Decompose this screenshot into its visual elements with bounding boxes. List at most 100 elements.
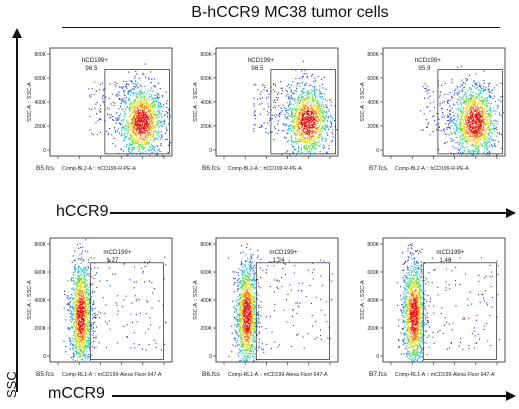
event-dot bbox=[83, 285, 85, 287]
event-dot bbox=[94, 107, 96, 109]
event-dot bbox=[319, 118, 321, 120]
event-dot bbox=[477, 93, 479, 95]
event-dot bbox=[290, 125, 292, 127]
event-dot bbox=[154, 146, 156, 148]
event-dot bbox=[72, 301, 74, 303]
event-dot bbox=[90, 323, 92, 325]
event-dot bbox=[310, 121, 312, 123]
event-dot bbox=[473, 132, 475, 134]
event-dot bbox=[76, 310, 78, 312]
event-dot bbox=[144, 281, 146, 283]
event-dot bbox=[296, 130, 298, 132]
gate bbox=[437, 69, 503, 155]
event-dot bbox=[464, 117, 466, 119]
event-dot bbox=[155, 94, 157, 96]
event-dot bbox=[316, 128, 318, 130]
event-dot bbox=[78, 278, 80, 280]
event-dot bbox=[427, 122, 429, 124]
event-dot bbox=[121, 87, 123, 89]
event-dot bbox=[75, 292, 77, 294]
event-dot bbox=[92, 330, 94, 332]
event-dot bbox=[441, 102, 443, 104]
event-dot bbox=[317, 121, 319, 123]
event-dot bbox=[76, 341, 78, 343]
event-dot bbox=[470, 113, 472, 115]
event-dot bbox=[152, 140, 154, 142]
event-dot bbox=[469, 98, 471, 100]
event-dot bbox=[151, 117, 153, 119]
event-dot bbox=[477, 140, 479, 142]
event-dot bbox=[469, 112, 471, 114]
event-dot bbox=[462, 88, 464, 90]
event-dot bbox=[465, 93, 467, 95]
event-dot bbox=[301, 118, 303, 120]
event-dot bbox=[314, 119, 316, 121]
event-dot bbox=[462, 113, 464, 115]
event-dot bbox=[109, 117, 111, 119]
event-dot bbox=[145, 100, 147, 102]
event-dot bbox=[304, 149, 306, 151]
event-dot bbox=[315, 103, 317, 105]
event-dot bbox=[141, 102, 143, 104]
event-dot bbox=[148, 114, 150, 116]
event-dot bbox=[313, 140, 315, 142]
event-dot bbox=[456, 127, 458, 129]
event-dot bbox=[292, 121, 294, 123]
event-dot bbox=[462, 82, 464, 84]
event-dot bbox=[306, 120, 308, 122]
event-dot bbox=[303, 105, 305, 107]
event-dot bbox=[141, 128, 143, 130]
event-dot bbox=[78, 344, 80, 346]
event-dot bbox=[294, 109, 296, 111]
event-dot bbox=[460, 128, 462, 130]
event-dot bbox=[140, 121, 142, 123]
event-dot bbox=[305, 108, 307, 110]
event-dot bbox=[482, 134, 484, 136]
event-dot bbox=[143, 109, 145, 111]
event-dot bbox=[163, 122, 165, 124]
event-dot bbox=[310, 142, 312, 144]
event-dot bbox=[151, 134, 153, 136]
event-dot bbox=[321, 139, 323, 141]
event-dot bbox=[469, 141, 471, 143]
event-dot bbox=[484, 131, 486, 133]
event-dot bbox=[316, 123, 318, 125]
event-dot bbox=[447, 101, 449, 103]
event-dot bbox=[135, 106, 137, 108]
event-dot bbox=[465, 139, 467, 141]
event-dot bbox=[465, 119, 467, 121]
event-dot bbox=[135, 93, 137, 95]
event-dot bbox=[458, 109, 460, 111]
event-dot bbox=[455, 133, 457, 135]
event-dot bbox=[145, 124, 147, 126]
event-dot bbox=[485, 105, 487, 107]
event-dot bbox=[305, 144, 307, 146]
event-dot bbox=[469, 99, 471, 101]
event-dot bbox=[321, 131, 323, 133]
event-dot bbox=[290, 121, 292, 123]
event-dot bbox=[280, 87, 282, 89]
event-dot bbox=[303, 106, 305, 108]
event-dot bbox=[488, 109, 490, 111]
event-dot bbox=[136, 73, 138, 75]
event-dot bbox=[85, 298, 87, 300]
event-dot bbox=[489, 118, 491, 120]
event-dot bbox=[484, 137, 486, 139]
event-dot bbox=[121, 87, 123, 89]
event-dot bbox=[302, 91, 304, 93]
event-dot bbox=[136, 133, 138, 135]
event-dot bbox=[162, 125, 164, 127]
event-dot bbox=[484, 142, 486, 144]
event-dot bbox=[118, 91, 120, 93]
event-dot bbox=[492, 133, 494, 135]
event-dot bbox=[299, 96, 301, 98]
event-dot bbox=[467, 90, 469, 92]
event-dot bbox=[302, 105, 304, 107]
event-dot bbox=[285, 89, 287, 91]
event-dot bbox=[144, 121, 146, 123]
event-dot bbox=[139, 132, 141, 134]
event-dot bbox=[145, 117, 147, 119]
event-dot bbox=[151, 78, 153, 80]
event-dot bbox=[453, 128, 455, 130]
event-dot bbox=[131, 144, 133, 146]
